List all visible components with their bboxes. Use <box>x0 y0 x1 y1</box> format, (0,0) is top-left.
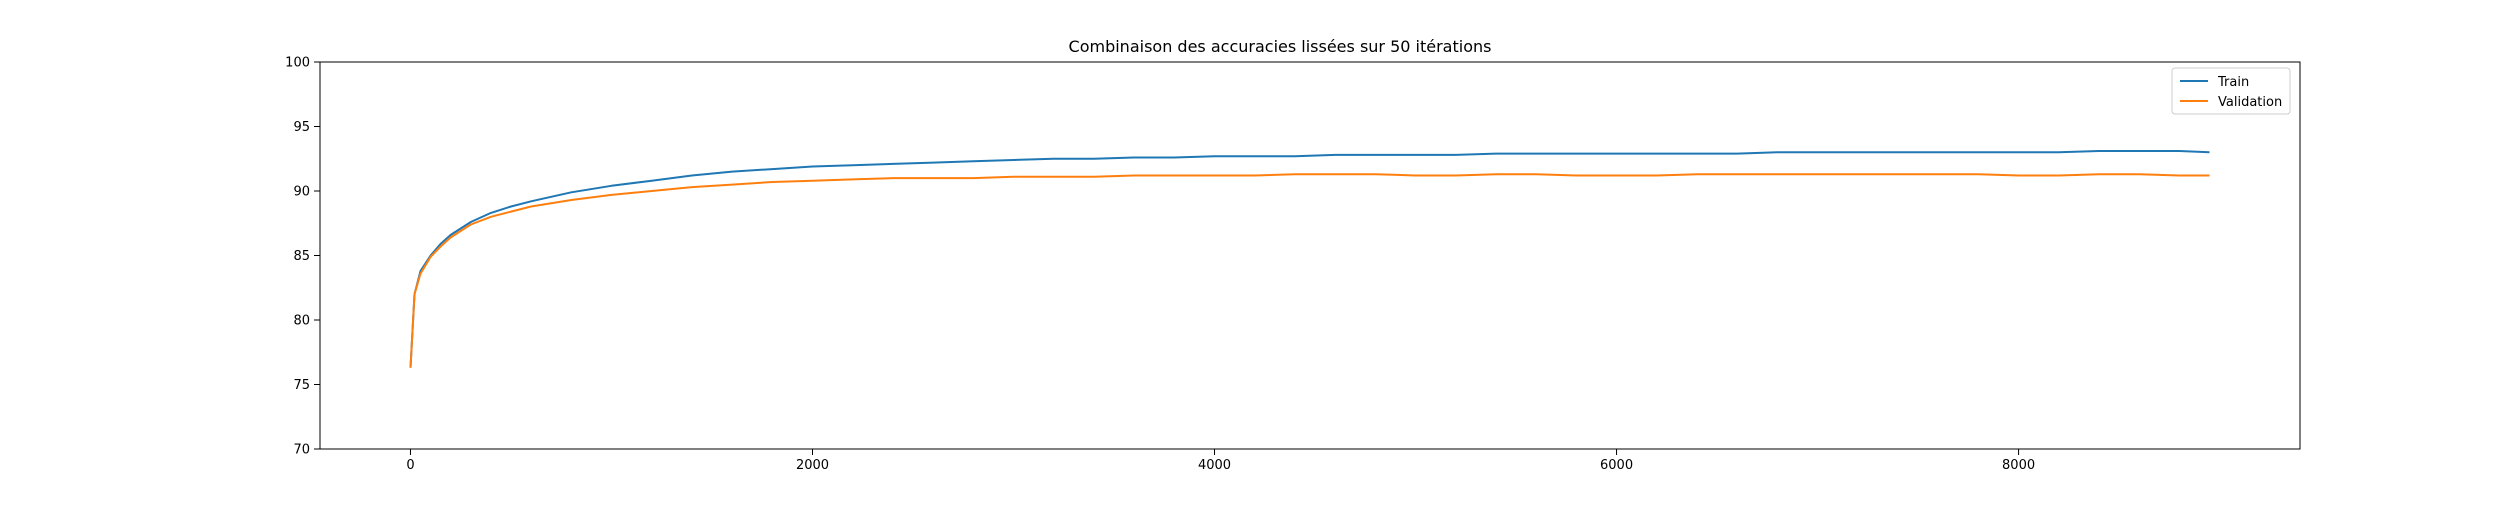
y-tick-label: 80 <box>293 314 310 329</box>
x-tick-label: 6000 <box>1600 458 1633 473</box>
y-axis-ticks: 70 75 80 85 90 95 100 <box>285 56 320 458</box>
chart-title: Combinaison des accuracies lissées sur 5… <box>1069 37 1492 56</box>
series-layer <box>409 150 2210 368</box>
x-tick-label: 8000 <box>2002 458 2035 473</box>
x-tick-label: 0 <box>406 458 414 473</box>
y-tick-label: 95 <box>293 120 310 135</box>
series-line-train <box>409 150 2210 368</box>
plot-area-frame <box>319 61 2301 450</box>
y-tick-label: 75 <box>293 378 310 393</box>
y-tick-label: 100 <box>285 56 310 71</box>
x-tick-label: 2000 <box>796 458 829 473</box>
y-tick-label: 90 <box>293 185 310 200</box>
series-line-validation <box>409 173 2210 368</box>
x-tick-label: 4000 <box>1198 458 1231 473</box>
legend-box <box>2171 67 2291 115</box>
y-tick-label: 85 <box>293 249 310 264</box>
legend-label-train: Train <box>2217 75 2249 90</box>
x-axis-ticks: 0 2000 4000 6000 8000 <box>406 449 2035 473</box>
y-tick-label: 70 <box>293 443 310 458</box>
legend: Train Validation <box>2171 67 2291 115</box>
legend-label-validation: Validation <box>2218 95 2282 110</box>
